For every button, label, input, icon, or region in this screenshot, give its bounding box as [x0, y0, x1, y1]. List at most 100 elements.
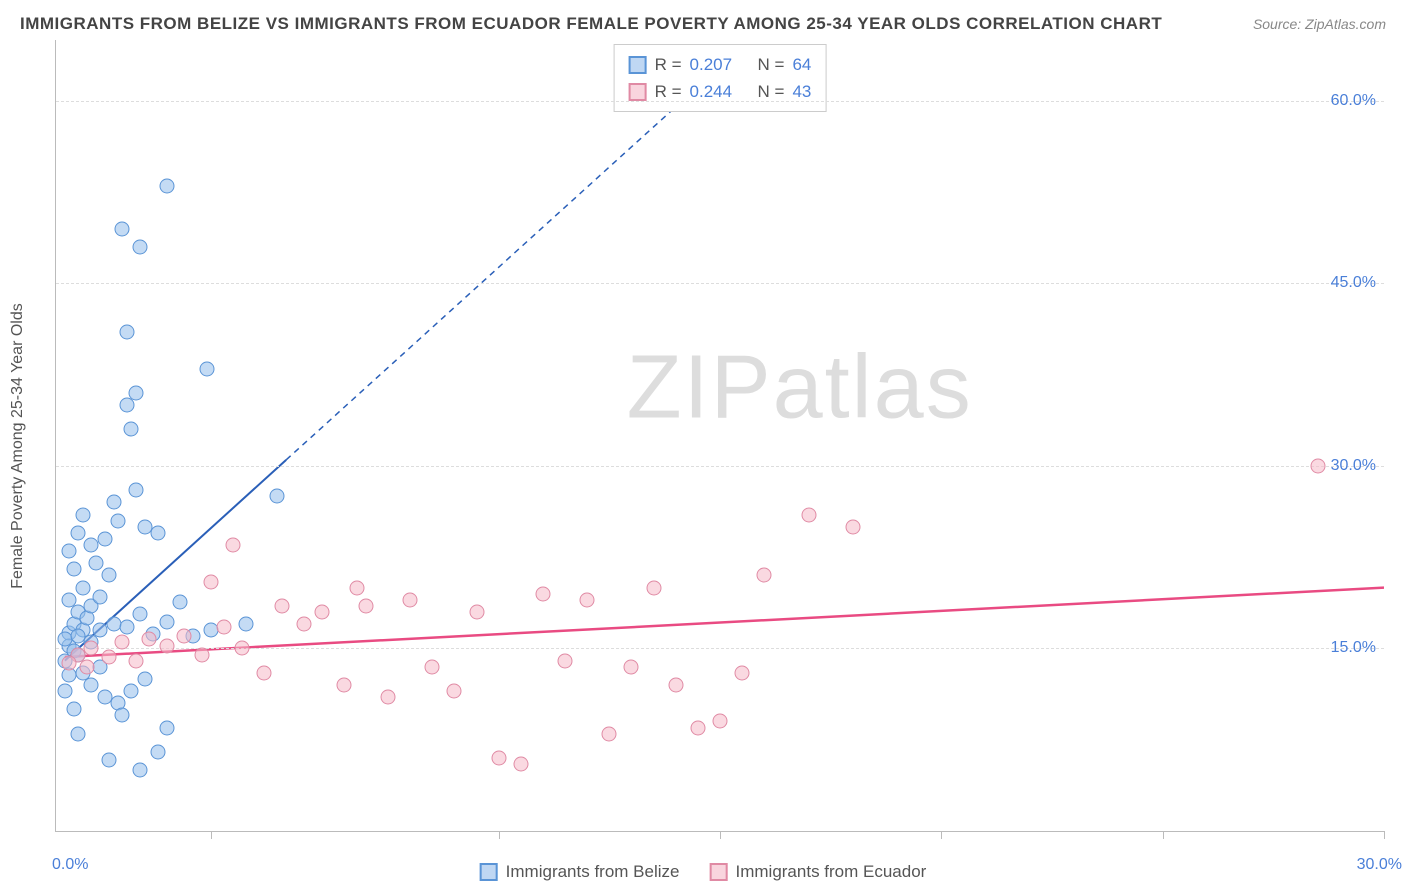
- legend-item-belize: Immigrants from Belize: [480, 862, 680, 882]
- scatter-point-belize: [119, 325, 134, 340]
- y-tick-label: 45.0%: [1331, 274, 1376, 292]
- scatter-plot-area: ZIPatlas R = 0.207 N = 64 R = 0.244 N = …: [55, 40, 1384, 832]
- scatter-point-belize: [115, 221, 130, 236]
- y-axis-label: Female Poverty Among 25-34 Year Olds: [9, 303, 27, 589]
- y-tick-label: 30.0%: [1331, 457, 1376, 475]
- scatter-point-belize: [88, 556, 103, 571]
- x-tick-mark: [1384, 831, 1385, 839]
- scatter-point-belize: [110, 513, 125, 528]
- scatter-point-belize: [128, 483, 143, 498]
- scatter-point-belize: [133, 607, 148, 622]
- scatter-point-belize: [115, 708, 130, 723]
- scatter-point-belize: [75, 507, 90, 522]
- scatter-point-ecuador: [115, 635, 130, 650]
- scatter-point-ecuador: [690, 720, 705, 735]
- scatter-point-belize: [172, 595, 187, 610]
- scatter-point-ecuador: [159, 639, 174, 654]
- scatter-point-ecuador: [381, 690, 396, 705]
- scatter-point-ecuador: [668, 677, 683, 692]
- swatch-belize-icon: [480, 863, 498, 881]
- chart-header: IMMIGRANTS FROM BELIZE VS IMMIGRANTS FRO…: [0, 0, 1406, 40]
- x-tick-mark: [211, 831, 212, 839]
- scatter-point-ecuador: [735, 665, 750, 680]
- scatter-point-ecuador: [226, 538, 241, 553]
- legend-label-ecuador: Immigrants from Ecuador: [735, 862, 926, 882]
- scatter-point-ecuador: [1310, 458, 1325, 473]
- scatter-point-ecuador: [713, 714, 728, 729]
- correlation-stats-box: R = 0.207 N = 64 R = 0.244 N = 43: [614, 44, 827, 112]
- scatter-point-ecuador: [203, 574, 218, 589]
- scatter-point-ecuador: [84, 641, 99, 656]
- scatter-point-ecuador: [62, 656, 77, 671]
- n-label: N =: [758, 51, 785, 78]
- scatter-point-belize: [159, 614, 174, 629]
- scatter-point-ecuador: [580, 592, 595, 607]
- scatter-point-belize: [66, 562, 81, 577]
- bottom-legend: Immigrants from Belize Immigrants from E…: [480, 862, 927, 882]
- scatter-point-ecuador: [128, 653, 143, 668]
- r-value-belize: 0.207: [690, 51, 733, 78]
- gridline-horizontal: [56, 648, 1384, 649]
- scatter-point-ecuador: [558, 653, 573, 668]
- scatter-point-belize: [150, 525, 165, 540]
- gridline-horizontal: [56, 101, 1384, 102]
- scatter-point-ecuador: [350, 580, 365, 595]
- watermark-part1: ZIP: [627, 338, 773, 438]
- scatter-point-ecuador: [336, 677, 351, 692]
- scatter-point-ecuador: [257, 665, 272, 680]
- scatter-point-ecuador: [845, 519, 860, 534]
- scatter-point-ecuador: [79, 659, 94, 674]
- chart-title: IMMIGRANTS FROM BELIZE VS IMMIGRANTS FRO…: [20, 14, 1162, 34]
- scatter-point-belize: [128, 385, 143, 400]
- scatter-point-ecuador: [646, 580, 661, 595]
- x-axis-max-label: 30.0%: [1357, 856, 1402, 874]
- r-label: R =: [655, 51, 682, 78]
- scatter-point-belize: [84, 677, 99, 692]
- swatch-ecuador-icon: [629, 83, 647, 101]
- scatter-point-belize: [71, 525, 86, 540]
- y-tick-label: 15.0%: [1331, 639, 1376, 657]
- scatter-point-belize: [71, 726, 86, 741]
- scatter-point-belize: [133, 239, 148, 254]
- source-attribution: Source: ZipAtlas.com: [1253, 16, 1386, 32]
- scatter-point-ecuador: [141, 631, 156, 646]
- scatter-point-belize: [124, 422, 139, 437]
- scatter-point-ecuador: [801, 507, 816, 522]
- scatter-point-belize: [75, 580, 90, 595]
- scatter-point-belize: [66, 702, 81, 717]
- watermark-part2: atlas: [773, 338, 973, 438]
- scatter-point-ecuador: [358, 598, 373, 613]
- scatter-point-ecuador: [602, 726, 617, 741]
- scatter-point-ecuador: [491, 750, 506, 765]
- scatter-point-belize: [239, 617, 254, 632]
- scatter-point-belize: [137, 671, 152, 686]
- scatter-point-belize: [159, 179, 174, 194]
- watermark: ZIPatlas: [627, 337, 973, 440]
- scatter-point-belize: [62, 592, 77, 607]
- source-name: ZipAtlas.com: [1305, 16, 1386, 32]
- scatter-point-belize: [270, 489, 285, 504]
- scatter-point-ecuador: [469, 604, 484, 619]
- x-tick-mark: [720, 831, 721, 839]
- scatter-point-ecuador: [314, 604, 329, 619]
- scatter-point-ecuador: [513, 757, 528, 772]
- scatter-point-belize: [93, 590, 108, 605]
- n-value-belize: 64: [792, 51, 811, 78]
- scatter-point-belize: [97, 531, 112, 546]
- scatter-point-belize: [106, 495, 121, 510]
- trend-lines-layer: [56, 40, 1384, 831]
- y-tick-label: 60.0%: [1331, 92, 1376, 110]
- scatter-point-belize: [150, 744, 165, 759]
- scatter-point-ecuador: [447, 684, 462, 699]
- scatter-point-ecuador: [195, 647, 210, 662]
- gridline-horizontal: [56, 283, 1384, 284]
- x-tick-mark: [941, 831, 942, 839]
- source-prefix: Source:: [1253, 16, 1305, 32]
- scatter-point-belize: [102, 753, 117, 768]
- trend-line: [65, 588, 1384, 657]
- scatter-point-belize: [62, 544, 77, 559]
- scatter-point-ecuador: [403, 592, 418, 607]
- scatter-point-belize: [102, 568, 117, 583]
- scatter-point-ecuador: [757, 568, 772, 583]
- scatter-point-belize: [159, 720, 174, 735]
